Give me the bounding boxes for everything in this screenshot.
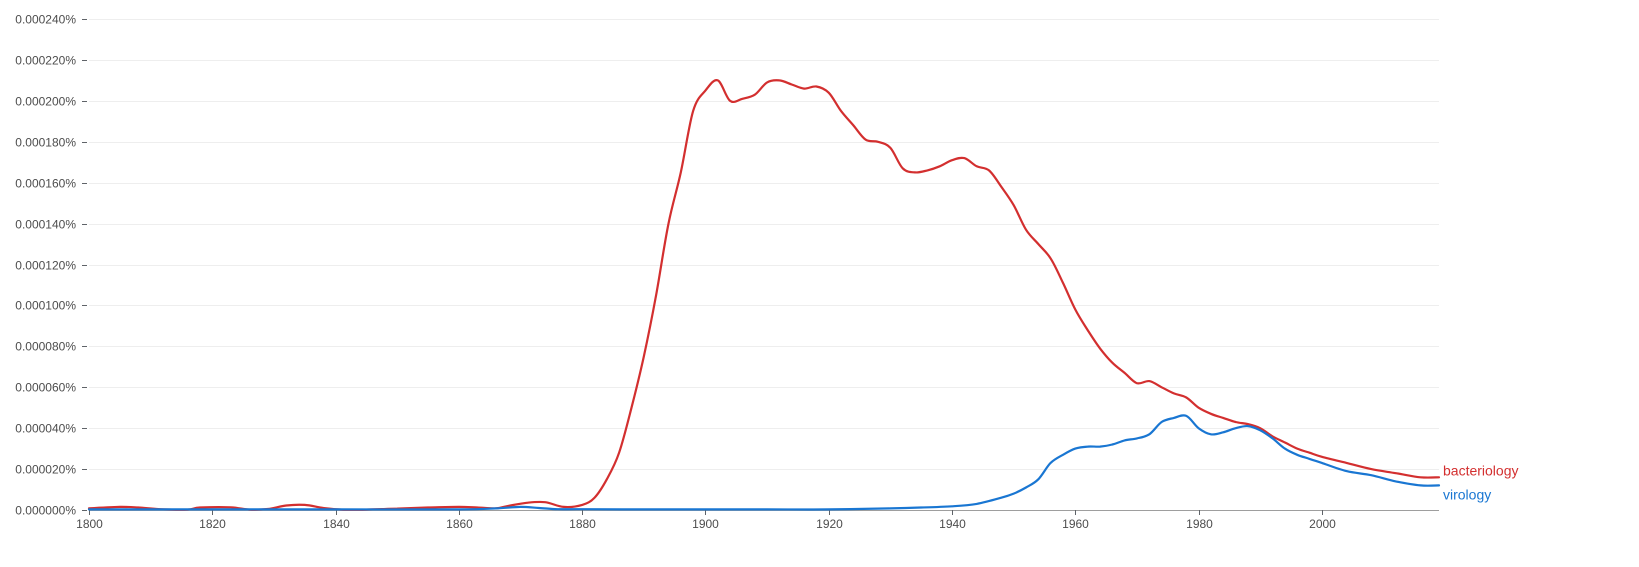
axes: 0.000000% 0.000020% 0.000040% 0.000060% 0.00… — [15, 13, 1439, 531]
y-tick-label: 0.000200% — [15, 95, 76, 109]
y-tick-label: 0.000060% — [15, 381, 76, 395]
x-tick-label: 1980 — [1186, 517, 1213, 531]
y-tick-label: 0.000160% — [15, 177, 76, 191]
grid — [89, 19, 1439, 470]
series-label-bacteriology[interactable]: bacteriology — [1443, 462, 1519, 478]
y-tick-label: 0.000040% — [15, 422, 76, 436]
series-labels: bacteriology virology — [1443, 462, 1519, 502]
x-tick-label: 1800 — [76, 517, 103, 531]
y-tick-label: 0.000220% — [15, 54, 76, 68]
series-line-virology — [87, 414, 1441, 511]
x-tick-label: 1840 — [323, 517, 350, 531]
y-tick-label: 0.000240% — [15, 13, 76, 27]
x-tick-label: 2000 — [1309, 517, 1336, 531]
y-tick-label: 0.000140% — [15, 218, 76, 232]
x-tick-label: 1880 — [569, 517, 596, 531]
x-tick-label: 1940 — [939, 517, 966, 531]
y-tick-label: 0.000100% — [15, 299, 76, 313]
series-line-bacteriology — [87, 79, 1441, 511]
x-tick-label: 1900 — [692, 517, 719, 531]
y-tick-label: 0.000000% — [15, 504, 76, 518]
y-tick-label: 0.000020% — [15, 463, 76, 477]
x-tick-label: 1920 — [816, 517, 843, 531]
x-tick-label: 1860 — [446, 517, 473, 531]
y-tick-label: 0.000120% — [15, 259, 76, 273]
series-label-virology[interactable]: virology — [1443, 486, 1491, 502]
x-tick-label: 1960 — [1062, 517, 1089, 531]
x-tick-label: 1820 — [199, 517, 226, 531]
series-lines — [87, 79, 1441, 511]
y-tick-label: 0.000080% — [15, 340, 76, 354]
y-tick-label: 0.000180% — [15, 136, 76, 150]
